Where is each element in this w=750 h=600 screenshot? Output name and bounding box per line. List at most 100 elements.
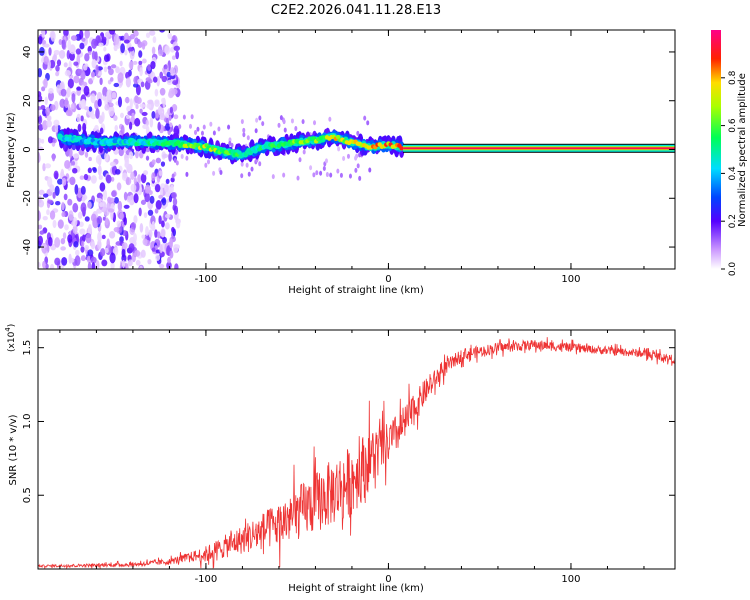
noise-speck — [91, 59, 97, 69]
faint-speck — [254, 128, 258, 134]
faint-speck — [336, 168, 340, 174]
noise-speck — [67, 198, 73, 206]
noise-speck — [41, 30, 46, 38]
noise-speck — [129, 200, 134, 206]
noise-speck — [38, 106, 42, 111]
noise-speck — [103, 54, 110, 63]
faint-speck — [178, 124, 182, 130]
noise-speck — [38, 195, 42, 204]
noise-speck — [38, 224, 43, 230]
noise-speck — [61, 178, 67, 186]
noise-speck — [48, 87, 54, 94]
colorbar-tick-label: 0.4 — [728, 166, 738, 181]
noise-speck — [166, 71, 171, 78]
noise-speck — [133, 76, 139, 85]
noise-speck — [128, 151, 134, 160]
faint-speck — [196, 126, 200, 132]
noise-speck — [123, 191, 128, 201]
faint-speck — [209, 121, 213, 127]
noise-speck — [154, 88, 159, 97]
noise-speck — [71, 161, 76, 166]
faint-speck — [204, 162, 208, 168]
noise-speck — [123, 204, 130, 209]
noise-speck — [159, 87, 166, 96]
x-tick-label: 100 — [561, 574, 580, 585]
noise-speck — [56, 84, 61, 94]
noise-speck — [139, 223, 144, 233]
noise-speck — [57, 178, 63, 185]
faint-speck — [315, 170, 319, 176]
faint-speck — [282, 119, 286, 125]
noise-speck — [130, 222, 137, 230]
noise-speck — [44, 163, 52, 169]
spectrogram-plot-area — [38, 30, 675, 269]
noise-speck — [65, 109, 73, 117]
x-tick-label: 0 — [385, 274, 391, 285]
noise-speck — [74, 255, 81, 267]
faint-speck — [207, 159, 211, 165]
faint-speck — [309, 165, 313, 171]
noise-speck — [143, 212, 148, 218]
noise-speck — [144, 192, 150, 203]
noise-speck — [125, 177, 132, 186]
noise-speck — [137, 174, 142, 184]
faint-speck — [245, 162, 249, 168]
noise-speck — [58, 39, 63, 46]
faint-speck — [271, 174, 275, 180]
colorbar-tick-label: 0.8 — [728, 70, 738, 85]
noise-speck — [151, 111, 156, 119]
faint-speck — [242, 127, 246, 133]
noise-speck — [161, 197, 167, 206]
noise-speck — [77, 123, 82, 132]
faint-speck — [294, 126, 298, 132]
noise-speck — [125, 114, 130, 120]
noise-speck — [125, 71, 130, 80]
noise-speck — [169, 74, 176, 80]
noise-speck — [101, 234, 106, 240]
noise-speck — [173, 114, 179, 120]
noise-speck — [72, 153, 80, 159]
faint-speck — [247, 171, 251, 177]
y-tick-label: 0 — [22, 146, 33, 152]
noise-speck — [167, 256, 171, 264]
noise-speck — [90, 213, 97, 223]
noise-speck — [60, 88, 67, 97]
y-tick-label: -20 — [22, 190, 33, 206]
noise-speck — [171, 55, 176, 60]
noise-speck — [40, 104, 46, 110]
noise-speck — [172, 244, 179, 254]
noise-speck — [148, 229, 153, 238]
noise-speck — [169, 238, 173, 249]
noise-speck — [145, 155, 150, 161]
noise-speck — [49, 210, 56, 220]
faint-speck — [298, 157, 302, 163]
noise-speck — [81, 240, 85, 247]
noise-speck — [48, 47, 52, 56]
noise-speck — [162, 236, 167, 244]
noise-speck — [106, 89, 113, 101]
noise-speck — [101, 111, 105, 122]
noise-speck — [154, 229, 158, 238]
noise-speck — [160, 161, 166, 167]
noise-speck — [104, 103, 110, 111]
noise-speck — [76, 86, 82, 91]
noise-speck — [97, 98, 102, 107]
faint-speck — [258, 161, 262, 167]
noise-speck — [76, 113, 81, 123]
noise-speck — [73, 61, 79, 66]
noise-speck — [38, 189, 45, 196]
spectrogram-ylabel: Frequency (Hz) — [6, 112, 17, 188]
ridge-core — [230, 149, 236, 154]
faint-speck — [227, 124, 231, 130]
noise-speck — [41, 86, 46, 92]
noise-speck — [149, 30, 156, 36]
noise-speck — [77, 211, 83, 219]
noise-speck — [99, 182, 106, 192]
noise-speck — [151, 247, 156, 252]
noise-speck — [95, 197, 102, 203]
noise-speck — [80, 202, 87, 214]
noise-speck — [91, 38, 98, 49]
noise-speck — [38, 35, 43, 45]
noise-speck — [166, 261, 172, 269]
noise-speck — [96, 208, 101, 214]
